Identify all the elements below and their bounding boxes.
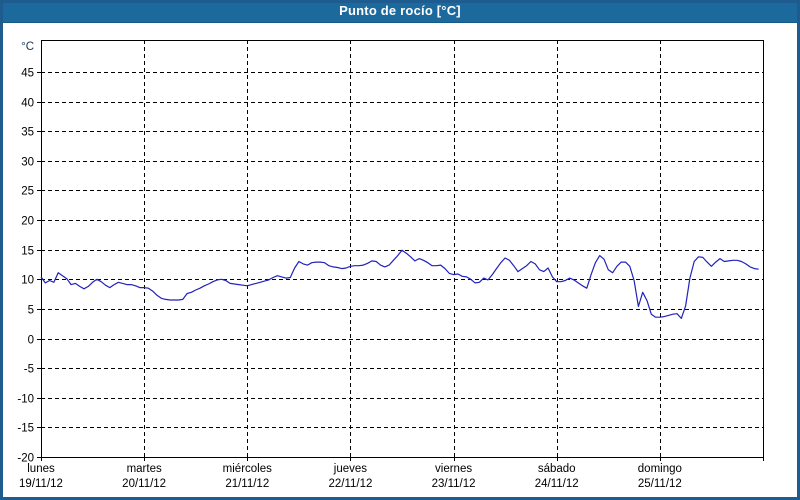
y-tick-label: 20 <box>21 216 34 228</box>
y-tick-label: 45 <box>21 68 34 80</box>
day-name-label: domingo <box>638 463 682 475</box>
day-date-label: 23/11/12 <box>432 478 476 490</box>
y-tick-label: 35 <box>21 127 34 139</box>
day-date-label: 21/11/12 <box>225 478 269 490</box>
plot-border <box>41 40 764 458</box>
y-tick-label: 15 <box>21 246 34 258</box>
day-name-label: lunes <box>27 463 55 475</box>
day-name-label: sábado <box>538 463 576 475</box>
day-name-label: viernes <box>435 463 472 475</box>
series-line <box>40 249 759 319</box>
day-date-label: 25/11/12 <box>638 478 682 490</box>
day-name-label: miércoles <box>223 463 272 475</box>
day-date-label: 22/11/12 <box>328 478 372 490</box>
day-date-label: 19/11/12 <box>19 478 63 490</box>
day-name-label: martes <box>127 463 162 475</box>
y-tick-label: 5 <box>28 305 34 317</box>
y-tick-label: -5 <box>24 364 34 376</box>
y-tick-label: -10 <box>17 394 34 406</box>
y-tick-label: 10 <box>21 275 34 287</box>
day-date-label: 24/11/12 <box>535 478 579 490</box>
y-axis-unit-label: °C <box>21 41 34 53</box>
y-tick-label: -20 <box>17 453 34 465</box>
y-tick-label: 0 <box>28 335 34 347</box>
y-tick-label: 25 <box>21 186 34 198</box>
window-titlebar: Punto de rocío [°C] <box>0 0 800 23</box>
day-date-label: 20/11/12 <box>122 478 166 490</box>
day-name-label: jueves <box>333 463 367 475</box>
window-title: Punto de rocío [°C] <box>339 3 461 18</box>
y-tick-label: 30 <box>21 157 34 169</box>
y-tick-label: 40 <box>21 98 34 110</box>
y-tick-label: -15 <box>17 423 34 435</box>
